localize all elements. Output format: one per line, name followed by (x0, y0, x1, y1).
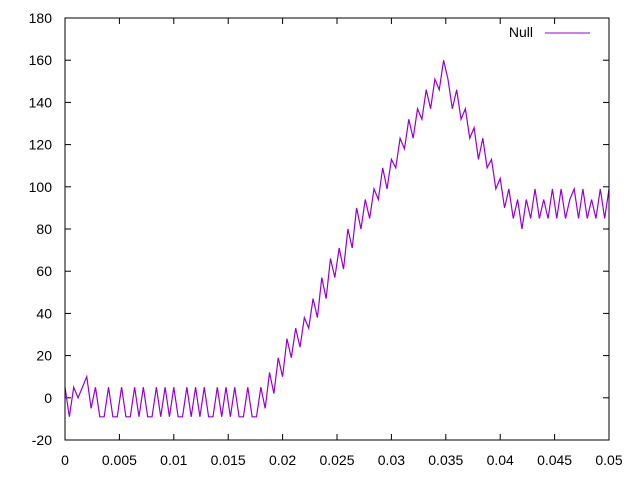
axis-ticks: 0 0.005 0.01 0.015 0.02 0.025 0.03 0.035 0.04 0.0… (29, 10, 623, 468)
series-line-null (64, 60, 610, 418)
x-tick-label: 0.05 (595, 452, 622, 468)
y-tick-label: 140 (29, 94, 53, 110)
y-tick-label: 160 (29, 52, 53, 68)
y-tick-label: -20 (32, 432, 52, 448)
x-tick-label: 0.025 (319, 452, 354, 468)
x-tick-label: 0 (61, 452, 69, 468)
y-tick-label: 0 (44, 390, 52, 406)
y-tick-label: 20 (36, 348, 52, 364)
x-tick-label: 0.04 (487, 452, 514, 468)
y-tick-label: 180 (29, 10, 53, 26)
y-tick-label: 100 (29, 179, 53, 195)
legend-label: Null (509, 24, 533, 40)
y-tick-label: 80 (36, 221, 52, 237)
x-tick-label: 0.01 (160, 452, 187, 468)
x-tick-label: 0.03 (378, 452, 405, 468)
series-layer (64, 60, 610, 418)
y-tick-label: 120 (29, 137, 53, 153)
y-tick-label: 40 (36, 305, 52, 321)
x-tick-label: 0.015 (211, 452, 246, 468)
plot-frame (64, 17, 610, 441)
y-tick-label: 60 (36, 263, 52, 279)
x-tick-label: 0.045 (537, 452, 572, 468)
x-tick-label: 0.005 (102, 452, 137, 468)
x-tick-label: 0.02 (269, 452, 296, 468)
legend: Null (509, 24, 590, 40)
x-tick-label: 0.035 (428, 452, 463, 468)
